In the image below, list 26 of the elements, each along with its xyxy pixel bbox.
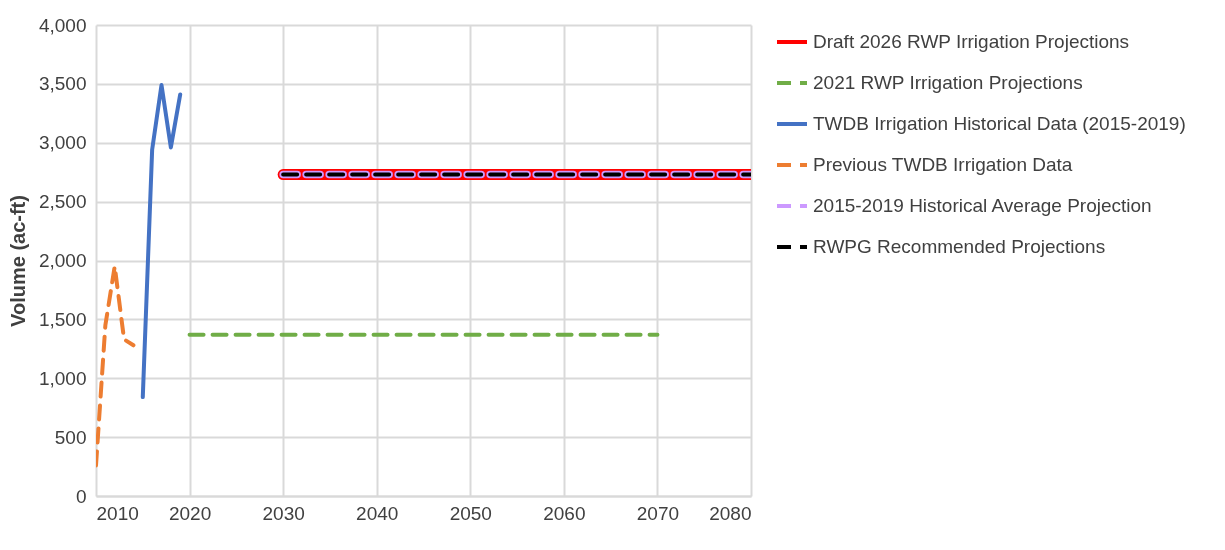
x-tick-label: 2060 [543,502,586,524]
y-tick-label: 3,500 [38,73,87,95]
y-tick-label: 1,500 [38,308,87,330]
x-tick-label: 2030 [262,502,305,524]
x-tick-label: 2080 [709,502,752,524]
y-tick-label: 500 [54,426,87,448]
x-tick-label: 2070 [636,502,680,524]
y-tick-label: 1,000 [38,367,87,389]
x-tick-label: 2050 [449,502,492,524]
legend-label: 2021 RWP Irrigation Projections [813,72,1083,93]
y-tick-label: 2,000 [38,250,87,271]
y-tick-label: 4,000 [38,14,87,36]
y-tick-label: 0 [75,485,87,507]
legend-label: TWDB Irrigation Historical Data (2015-2019) [813,113,1186,134]
legend-label: Draft 2026 RWP Irrigation Projections [813,31,1130,52]
x-tick-label: 2040 [356,502,399,524]
x-tick-label: 2020 [168,502,212,524]
legend-label: Previous TWDB Irrigation Data [813,154,1073,175]
legend-label: 2015-2019 Historical Average Projection [813,195,1152,216]
y-axis-title: Volume (ac-ft) [6,195,29,327]
legend-label: RWPG Recommended Projections [813,236,1106,257]
y-tick-label: 3,000 [38,132,87,154]
line-series [140,83,183,400]
x-tick-label: 2010 [96,502,139,524]
line-series [96,264,136,468]
y-tick-label: 2,500 [38,191,87,213]
